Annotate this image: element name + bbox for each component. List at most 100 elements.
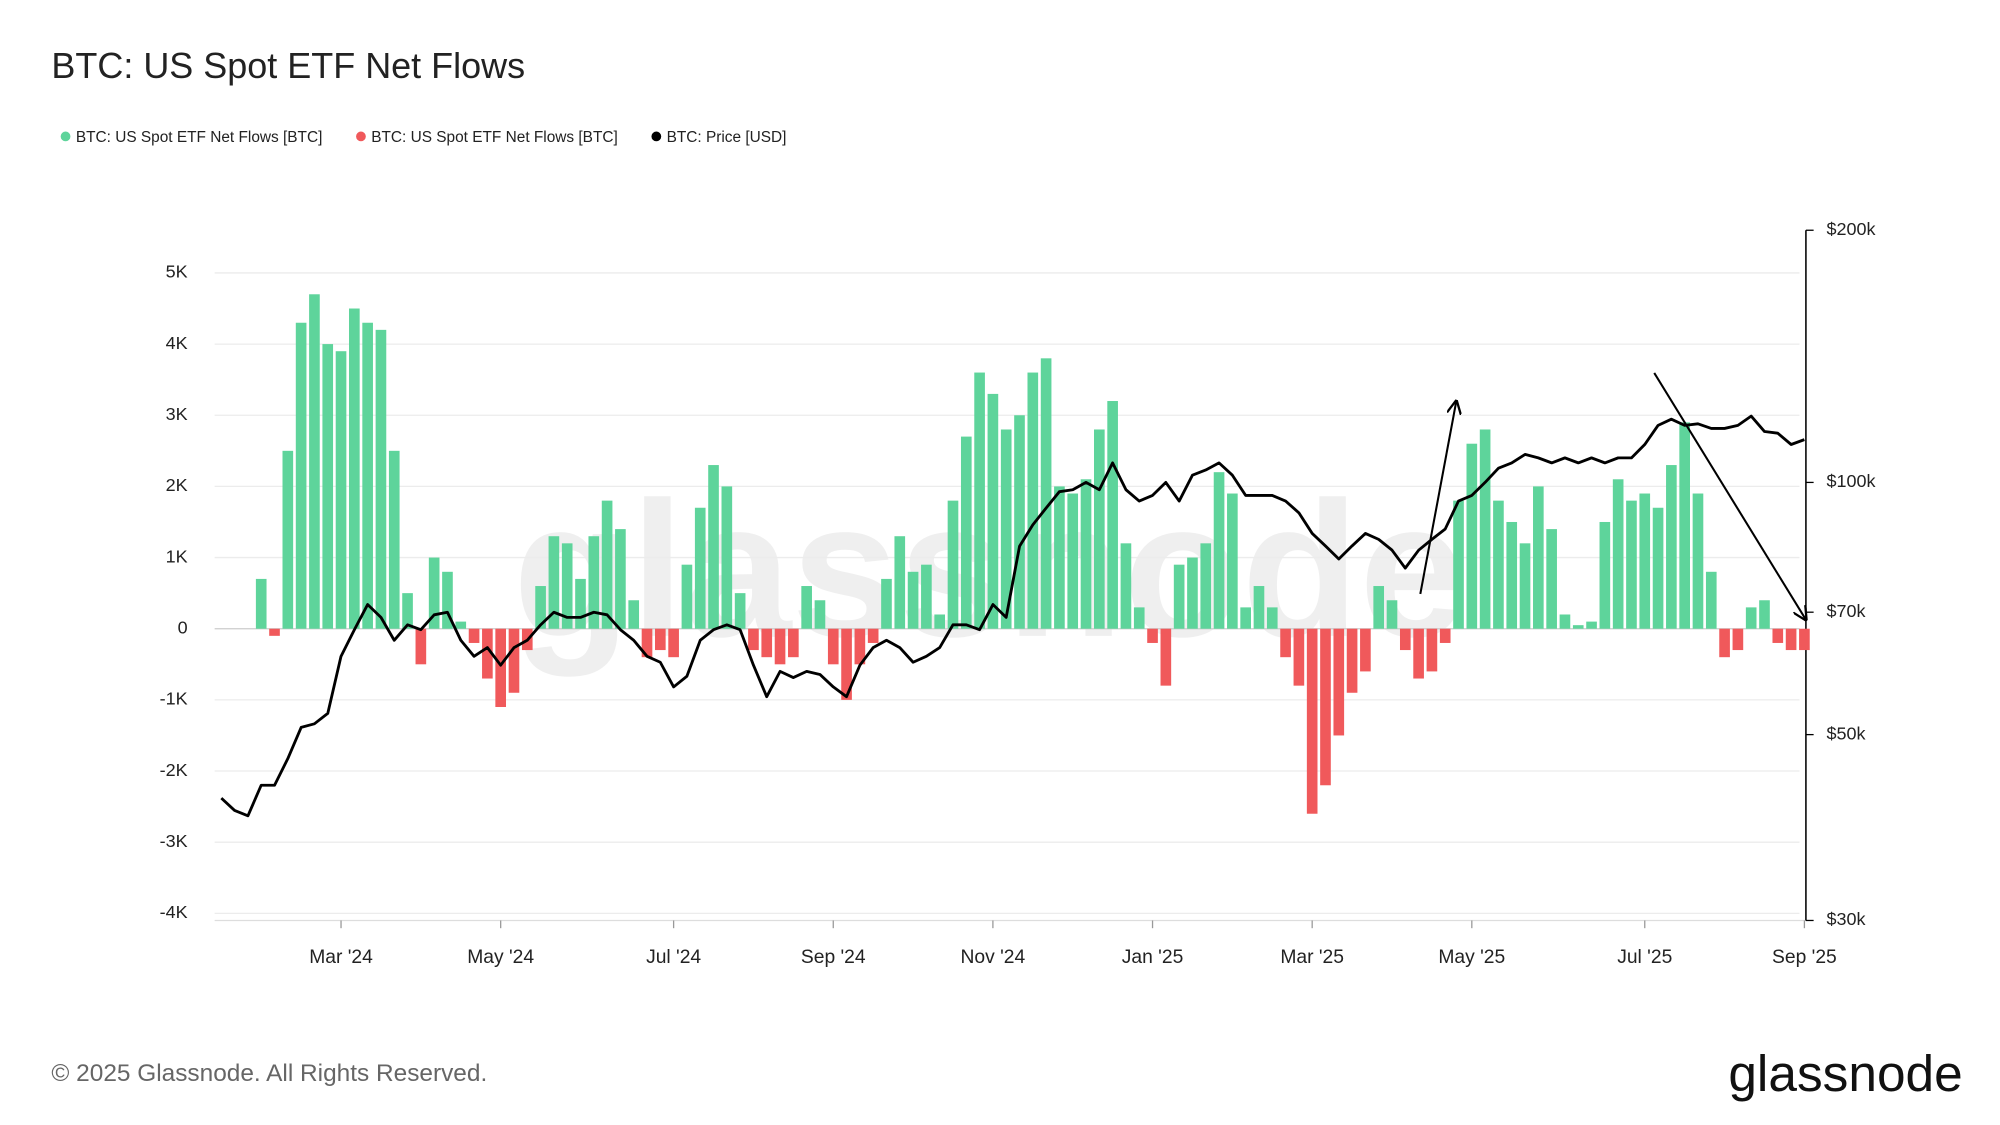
y-tick-label: 0 (178, 617, 188, 637)
bar (468, 628, 480, 643)
bar (1533, 486, 1544, 629)
bar (748, 628, 759, 651)
bar (947, 500, 959, 629)
y2-tick-label: $30k (1826, 909, 1866, 929)
bar (295, 322, 307, 629)
bar (1227, 493, 1238, 629)
bar (1346, 628, 1358, 693)
bar (335, 351, 347, 629)
bar (1652, 507, 1664, 629)
y-tick-label: -4K (160, 902, 188, 922)
bar (575, 578, 586, 629)
legend: BTC: US Spot ETF Net Flows [BTC] BTC: US … (60, 129, 787, 146)
bar (1067, 493, 1079, 629)
y-tick-label: -1K (160, 689, 188, 709)
bar (708, 465, 719, 629)
logo: glassnode (1728, 1044, 1962, 1102)
bar (362, 322, 373, 629)
bar (654, 628, 666, 651)
bar (1479, 429, 1491, 629)
bar (974, 372, 985, 629)
legend-label: BTC: Price [USD] (667, 129, 787, 146)
bar (1333, 628, 1345, 736)
bar (1493, 500, 1504, 629)
bar (309, 294, 320, 629)
x-tick-label: Mar '25 (1280, 947, 1344, 968)
plot-area: -4K -3K -2K -1K 0 1K 2K 3K 4K 5K $30k $50k $70k $100k… (160, 219, 1877, 968)
bar (628, 600, 640, 629)
bar (668, 628, 679, 658)
bar (415, 628, 427, 665)
x-tick-label: Mar '24 (309, 947, 373, 968)
bar (1240, 607, 1251, 629)
bar (814, 600, 826, 629)
bar (801, 586, 812, 629)
x-tick-label: Jul '24 (646, 947, 701, 968)
y-tick-label: -2K (160, 760, 188, 780)
bar (1027, 372, 1039, 629)
legend-marker (651, 131, 662, 142)
y2-tick-label: $70k (1826, 601, 1866, 621)
y2-tick-label: $50k (1826, 723, 1866, 743)
bar (774, 628, 786, 665)
annotation-arrow (1653, 372, 1806, 620)
bar (734, 593, 746, 629)
y-tick-label: 2K (166, 475, 188, 495)
y-tick-label: -3K (160, 831, 188, 851)
bar (375, 329, 387, 629)
bar (1040, 358, 1052, 629)
bar (1519, 543, 1531, 629)
legend-marker (356, 131, 366, 142)
x-tick-label: May '24 (467, 947, 534, 968)
bar (867, 628, 879, 643)
bar (615, 529, 626, 629)
bar (482, 628, 493, 679)
bar (1466, 443, 1478, 629)
bar (495, 628, 506, 707)
bar (1439, 628, 1451, 643)
y-tick-label: 1K (166, 546, 188, 566)
x-tick-label: Nov '24 (961, 947, 1026, 968)
bar (455, 621, 467, 629)
x-tick-label: May '25 (1438, 947, 1505, 968)
bar (1785, 628, 1797, 651)
bar (588, 536, 600, 629)
bar (921, 564, 932, 629)
bar (1612, 479, 1624, 629)
bar (1772, 628, 1784, 643)
bar (1054, 486, 1065, 629)
bar (1705, 571, 1717, 629)
bar (1320, 628, 1331, 786)
bar (641, 628, 653, 658)
bar (1107, 401, 1118, 629)
bar (1133, 607, 1145, 629)
bar (1666, 465, 1677, 629)
bar (601, 500, 613, 629)
bar (535, 586, 546, 629)
y-tick-label: 3K (166, 404, 188, 424)
bar (508, 628, 520, 693)
bar (960, 436, 972, 629)
bar (788, 628, 799, 658)
bar (1453, 500, 1464, 629)
footer: © 2025 Glassnode. All Rights Reserved. (51, 1060, 487, 1087)
bar (1679, 422, 1690, 629)
bar (1080, 479, 1092, 629)
bar (1572, 625, 1584, 629)
bar (1559, 614, 1571, 629)
y2-tick-label: $200k (1826, 219, 1876, 239)
bar (841, 628, 852, 700)
bar (1173, 564, 1185, 629)
chart-title: BTC: US Spot ETF Net Flows (51, 45, 525, 86)
bar (1253, 586, 1265, 629)
bar (1639, 493, 1651, 629)
bar (1626, 500, 1637, 629)
x-tick-label: Jul '25 (1617, 947, 1672, 968)
bar (428, 557, 440, 629)
bar (1360, 628, 1371, 672)
bar (827, 628, 839, 665)
bar (894, 536, 906, 629)
bar (881, 578, 892, 629)
bar (987, 393, 999, 629)
